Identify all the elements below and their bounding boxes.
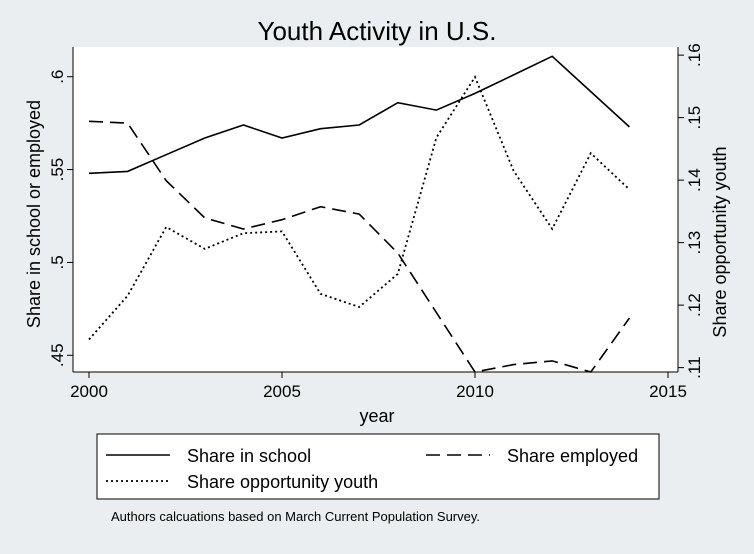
y-left-tick-label: .5 xyxy=(48,255,67,269)
y-left-tick-label: .45 xyxy=(48,343,67,367)
x-tick-label: 2010 xyxy=(456,382,494,401)
series-line-share-opportunity-youth xyxy=(88,75,631,341)
x-axis-ticks: 2000 2005 2010 2015 xyxy=(70,372,687,401)
plot-area xyxy=(73,47,678,372)
y-axis-left-label: Share in school or employed xyxy=(24,100,44,328)
y-axis-right-ticks: .11 .12 .13 .14 .15 .16 xyxy=(678,43,704,379)
y-right-tick-label: .13 xyxy=(685,231,704,255)
y-right-tick-label: .11 xyxy=(685,356,704,378)
legend-label-share-in-school: Share in school xyxy=(187,446,311,466)
legend-label-share-employed: Share employed xyxy=(507,446,638,466)
y-left-tick-label: .55 xyxy=(48,158,67,182)
legend: Share in school Share employed Share opp… xyxy=(96,433,660,500)
source-note: Authors calcuations based on March Curre… xyxy=(111,509,480,524)
y-right-tick-label: .12 xyxy=(685,293,704,317)
x-tick-label: 2015 xyxy=(649,382,687,401)
chart-title: Youth Activity in U.S. xyxy=(258,16,497,46)
series-line-share-employed xyxy=(88,120,631,373)
legend-label-share-opportunity-youth: Share opportunity youth xyxy=(187,472,378,492)
y-axis-left-ticks: .45 .5 .55 .6 xyxy=(48,70,73,367)
x-tick-label: 2000 xyxy=(70,382,108,401)
y-axis-right-label: Share opportunity youth xyxy=(710,146,730,337)
x-axis-label: year xyxy=(359,406,394,426)
series-lines xyxy=(88,55,631,373)
y-right-tick-label: .15 xyxy=(685,106,704,130)
y-right-tick-label: .14 xyxy=(685,168,704,192)
y-left-tick-label: .6 xyxy=(48,70,67,84)
x-tick-label: 2005 xyxy=(263,382,301,401)
series-line-share-in-school xyxy=(88,55,630,175)
legend-box xyxy=(96,433,660,500)
y-right-tick-label: .16 xyxy=(685,43,704,67)
